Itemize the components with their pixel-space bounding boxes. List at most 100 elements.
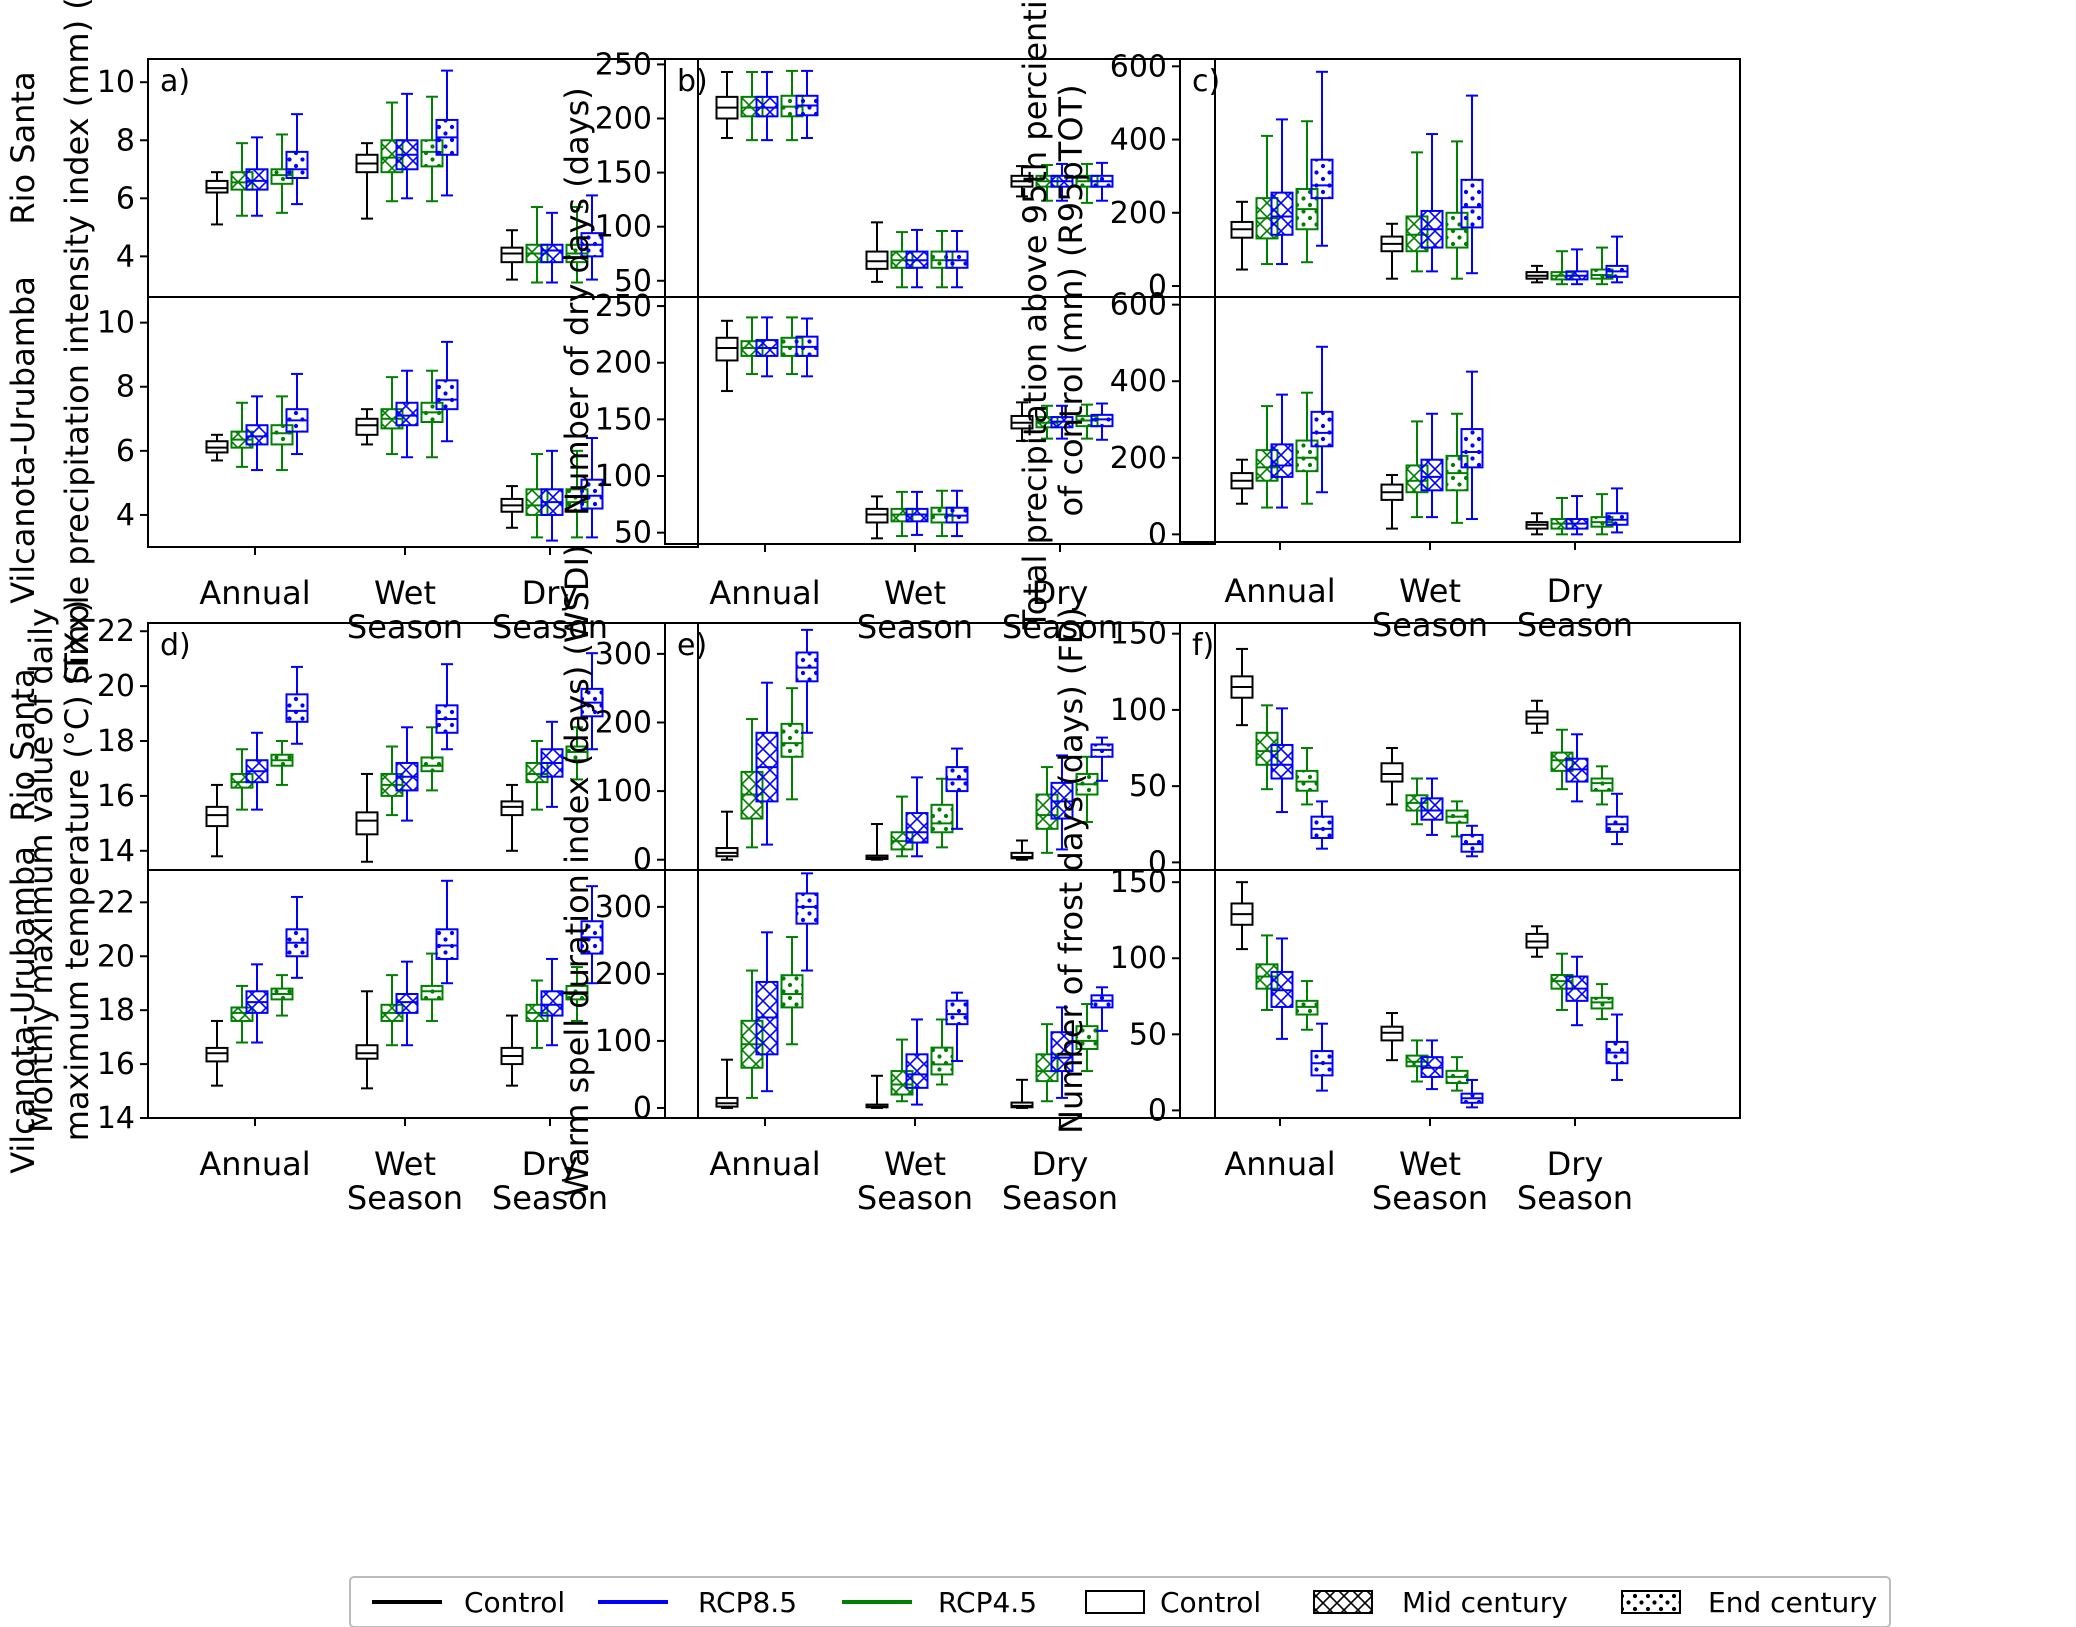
box-dry-control <box>1010 839 1034 861</box>
box-dry-rcp85mid <box>1565 248 1589 286</box>
box-iqr <box>1010 1101 1034 1109</box>
y-tick-label: 0 <box>633 843 652 878</box>
x-tick-label: Season <box>1517 606 1633 644</box>
legend-patch-control <box>1085 1590 1145 1614</box>
x-tick-label: Wet <box>1399 572 1461 610</box>
box-wet-control <box>1380 474 1404 530</box>
box-wet-rcp85mid <box>905 1018 929 1106</box>
x-tick-label: Annual <box>199 574 310 612</box>
box-annual-rcp85end <box>795 69 819 139</box>
box-annual-rcp85mid <box>755 681 779 846</box>
box-wet-rcp85mid <box>395 369 419 459</box>
panel-f-label: f) <box>1192 628 1214 663</box>
box-wet-rcp85mid <box>1420 412 1444 519</box>
y-tick-label: 200 <box>1110 196 1167 231</box>
legend: Control RCP8.5 RCP4.5 Control Mid centur… <box>349 1576 1891 1627</box>
box-annual-rcp85mid <box>1270 937 1294 1040</box>
box-iqr <box>1090 413 1114 428</box>
box-iqr <box>435 379 459 411</box>
y-tick-label: 8 <box>116 123 135 158</box>
box-wet-control <box>355 142 379 220</box>
box-iqr <box>780 974 804 1009</box>
box-iqr <box>1310 158 1334 200</box>
panel-e-subplot-vilcanota: 0 100 200 300 <box>595 872 1114 1126</box>
box-iqr <box>1310 410 1334 448</box>
box-annual-rcp85mid <box>245 136 269 217</box>
box-wet-rcp85mid <box>1420 133 1444 273</box>
box-annual-rcp85end <box>795 317 819 378</box>
box-iqr <box>930 803 954 834</box>
box-dry-rcp45end <box>565 966 589 1022</box>
x-tick-label: Annual <box>1224 1145 1335 1183</box>
box-dry-rcp85mid <box>1565 733 1589 803</box>
box-annual-control <box>715 319 739 393</box>
panel-a-subplot-rio-santa: 4 6 8 10 <box>97 65 604 284</box>
y-tick-label: 300 <box>595 890 652 925</box>
box-annual-rcp85end <box>1310 70 1334 247</box>
box-iqr <box>395 993 419 1014</box>
panel-f-subplot-vilcanota: 0 50 100 150 <box>1110 865 1629 1128</box>
box-iqr <box>395 401 419 427</box>
box-wet-rcp85mid <box>1420 777 1444 836</box>
y-tick-label: 200 <box>595 705 652 740</box>
y-tick-label: 150 <box>595 402 652 437</box>
box-annual-rcp45end <box>270 974 294 1017</box>
box-annual-control <box>205 433 229 462</box>
x-tick-label: Season <box>492 1179 608 1217</box>
box-dry-rcp85mid <box>1050 1006 1074 1099</box>
y-tick-label: 6 <box>116 434 135 469</box>
panel-e-label: e) <box>677 628 707 663</box>
box-wet-rcp85mid <box>905 228 929 289</box>
y-tick-label: 50 <box>614 516 652 551</box>
y-tick-label: 150 <box>595 156 652 191</box>
panel-a-frame <box>147 58 699 548</box>
y-tick-label: 4 <box>116 498 135 533</box>
box-annual-rcp85end <box>285 665 309 745</box>
box-iqr <box>795 892 819 925</box>
box-wet-rcp45end <box>1445 800 1469 838</box>
y-tick-label: 200 <box>595 102 652 137</box>
box-wet-rcp45end <box>930 1018 954 1086</box>
box-wet-rcp85end <box>435 340 459 443</box>
panel-e-subplot-rio-santa: 0 100 200 300 <box>595 628 1114 878</box>
panel-c-label: c) <box>1192 64 1220 99</box>
panel-b-subplot-vilcanota: 50 100 150 200 250 <box>595 289 1114 551</box>
box-annual-rcp85mid <box>1270 393 1294 509</box>
box-dry-rcp85mid <box>1565 495 1589 536</box>
box-dry-control <box>1010 165 1034 198</box>
box-wet-rcp85end <box>1460 1078 1484 1109</box>
y-tick-label: 14 <box>97 1101 135 1136</box>
box-annual-rcp85mid <box>1270 118 1294 266</box>
y-tick-label: 600 <box>1110 288 1167 323</box>
x-tick-label: Annual <box>709 574 820 612</box>
box-iqr <box>715 1096 739 1108</box>
panel-b-frame <box>664 58 1216 545</box>
x-tick-label: Dry <box>522 574 579 612</box>
box-iqr <box>500 246 524 264</box>
y-tick-label: 6 <box>116 181 135 216</box>
box-iqr <box>285 693 309 723</box>
x-tick-label: Season <box>1372 606 1488 644</box>
box-wet-control <box>865 1074 889 1109</box>
box-iqr <box>1295 439 1319 473</box>
panel-d-subplot-rio-santa: 14 16 18 20 22 <box>97 614 604 869</box>
box-dry-control <box>500 485 524 529</box>
box-dry-control <box>500 229 524 281</box>
panel-c-frame <box>1179 58 1741 543</box>
box-wet-rcp85mid <box>1420 1039 1444 1091</box>
panel-c-y-axis-label: of control (mm) (R95pTOT) <box>1052 84 1090 516</box>
box-dry-control <box>1010 401 1034 442</box>
box-wet-rcp85end <box>945 230 969 289</box>
y-tick-label: 250 <box>595 47 652 82</box>
y-tick-label: 600 <box>1110 49 1167 84</box>
box-annual-rcp85end <box>285 372 309 456</box>
y-tick-label: 22 <box>97 885 135 920</box>
x-tick-label: Dry <box>1032 1145 1089 1183</box>
box-iqr <box>205 179 229 194</box>
box-annual-rcp45end <box>1295 980 1319 1031</box>
x-tick-label: Season <box>492 608 608 646</box>
box-dry-rcp85end <box>1605 792 1629 846</box>
box-iqr <box>865 250 889 270</box>
box-annual-rcp45end <box>270 740 294 786</box>
panel-d-y-axis-label: Monthly maximum value of daily <box>22 608 60 1133</box>
